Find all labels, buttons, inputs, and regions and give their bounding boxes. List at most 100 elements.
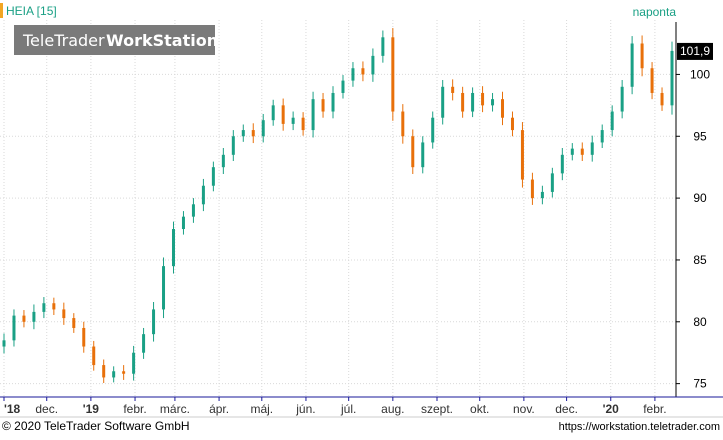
candle-body (351, 68, 355, 81)
x-tick-label: márc. (160, 402, 190, 416)
x-tick-label: szept. (421, 402, 453, 416)
candle-body (32, 311, 36, 322)
candle-body (441, 86, 445, 118)
y-tick-label: 75 (693, 377, 707, 391)
x-tick-label: febr. (123, 402, 146, 416)
instrument-marker (0, 3, 3, 18)
candle-body (560, 154, 564, 174)
candle-body (201, 185, 205, 205)
logo-product: WorkStation (106, 31, 218, 50)
candle-body (231, 136, 235, 155)
candle-body (590, 142, 594, 155)
y-tick-label: 95 (693, 129, 707, 143)
instrument-label: HEIA [15] (6, 4, 57, 18)
x-tick-label: okt. (470, 402, 489, 416)
candle-body (600, 130, 604, 143)
y-tick-label: 85 (693, 253, 707, 267)
candle-body (122, 371, 126, 374)
footer-copyright: © 2020 TeleTrader Software GmbH (2, 419, 190, 433)
candle-body (331, 92, 335, 112)
candle-body (491, 99, 495, 106)
candle-body (82, 327, 86, 347)
candle-body (451, 86, 455, 93)
candle-body (72, 318, 76, 328)
candle-body (152, 309, 156, 335)
x-tick-label: nov. (513, 402, 535, 416)
x-tick-label: '18 (4, 402, 21, 416)
candle-body (181, 216, 185, 230)
candle-body (580, 148, 584, 155)
y-axis-ticks: 75 80 85 90 95 100 (676, 67, 710, 391)
candle-body (2, 340, 6, 347)
candle-body (241, 130, 245, 137)
candle-body (650, 68, 654, 93)
candle-body (431, 117, 435, 143)
candle-body (281, 105, 285, 124)
candle-body (321, 99, 325, 112)
candle-body (62, 309, 66, 319)
candlesticks (2, 28, 674, 384)
candle-body (221, 154, 225, 168)
candle-body (271, 105, 275, 121)
x-tick-label: jún. (295, 402, 315, 416)
candle-body (92, 346, 96, 366)
candle-body (550, 173, 554, 192)
candle-body (421, 142, 425, 168)
candle-body (132, 352, 136, 374)
y-tick-label: 100 (690, 67, 710, 81)
candle-body (251, 130, 255, 137)
candle-body (112, 371, 116, 378)
candle-body (501, 99, 505, 118)
candle-body (510, 117, 514, 131)
candle-body (520, 130, 524, 180)
x-tick-label: máj. (250, 402, 273, 416)
x-tick-label: dec. (555, 402, 578, 416)
teletrader-logo (14, 25, 215, 55)
candle-body (660, 92, 664, 106)
candle-body (461, 92, 465, 112)
candle-body (361, 68, 365, 75)
candle-body (481, 92, 485, 106)
candle-body (630, 43, 634, 87)
candle-body (12, 315, 16, 341)
candle-body (291, 117, 295, 124)
candle-body (301, 117, 305, 131)
x-tick-label: febr. (643, 402, 666, 416)
candle-body (620, 86, 624, 112)
candle-body (610, 111, 614, 131)
candle-body (371, 55, 375, 75)
x-axis-ticks: '18 dec. '19 febr. márc. ápr. máj. jún. júl. aug.… (3, 397, 667, 416)
candle-body (52, 303, 56, 310)
candle-body (411, 136, 415, 168)
y-tick-label: 90 (693, 191, 707, 205)
candle-body (471, 92, 475, 112)
candle-body (261, 120, 265, 137)
candle-body (640, 43, 644, 69)
candle-body (570, 148, 574, 155)
candle-body (540, 191, 544, 199)
candle-body (670, 50, 674, 106)
candle-body (22, 315, 26, 322)
logo-brand: TeleTrader (22, 31, 105, 50)
last-price-box (677, 42, 713, 60)
y-tick-label: 80 (693, 315, 707, 329)
x-tick-label: júl. (340, 402, 356, 416)
candle-body (142, 334, 146, 353)
interval-label: naponta (633, 5, 677, 19)
candle-body (211, 167, 215, 186)
last-price-label: 101,9 (680, 44, 710, 58)
candle-body (401, 111, 405, 137)
candle-body (42, 303, 46, 312)
x-tick-label: '20 (603, 402, 620, 416)
x-tick-label: aug. (381, 402, 404, 416)
candle-body (311, 99, 315, 131)
candle-body (381, 37, 385, 56)
candle-body (171, 229, 175, 267)
x-tick-label: ápr. (209, 402, 229, 416)
footer-url[interactable]: https://workstation.teletrader.com (559, 421, 720, 433)
candle-body (391, 37, 395, 112)
candle-body (341, 80, 345, 93)
x-tick-label: '19 (83, 402, 100, 416)
